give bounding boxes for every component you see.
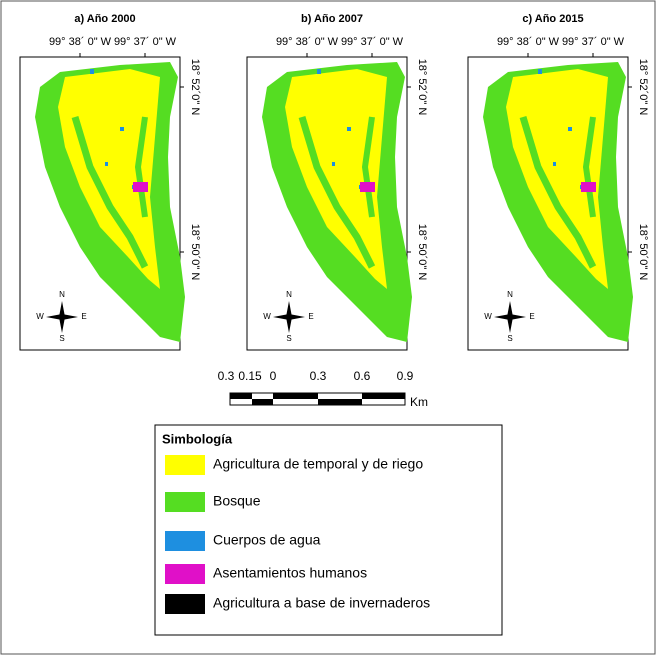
compass-letter: E — [81, 312, 86, 321]
compass-letter: N — [59, 290, 65, 299]
scale-label: 0 — [270, 369, 277, 383]
longitude-label: 99° 38´ 0" W — [276, 36, 339, 48]
longitude-label: 99° 37´ 0" W — [341, 36, 404, 48]
legend-title: Simbología — [162, 431, 233, 446]
legend-swatch — [165, 455, 205, 475]
compass-letter: S — [59, 334, 64, 343]
compass-letter: W — [36, 312, 44, 321]
longitude-label: 99° 37´ 0" W — [562, 36, 625, 48]
compass-letter: S — [286, 334, 291, 343]
longitude-label: 99° 38´ 0" W — [497, 36, 560, 48]
longitude-label: 99° 37´ 0" W — [114, 36, 177, 48]
legend-swatch — [165, 564, 205, 584]
compass-letter: E — [308, 312, 313, 321]
compass-rose — [273, 314, 305, 320]
legend-label: Cuerpos de agua — [213, 532, 321, 548]
compass-rose — [46, 314, 78, 320]
panel-title: b) Año 2007 — [301, 13, 363, 25]
latitude-label: 18° 52´0" N — [637, 59, 649, 116]
legend-label: Agricultura de temporal y de riego — [213, 456, 423, 472]
compass-letter: W — [484, 312, 492, 321]
scale-unit: Km — [410, 395, 428, 409]
latitude-label: 18° 52´0" N — [189, 59, 201, 116]
legend-label: Agricultura a base de invernaderos — [213, 595, 430, 611]
legend-swatch — [165, 531, 205, 551]
legend-swatch — [165, 492, 205, 512]
longitude-label: 99° 38´ 0" W — [49, 36, 112, 48]
compass-letter: N — [286, 290, 292, 299]
scale-label: 0.15 — [238, 369, 262, 383]
compass-letter: N — [507, 290, 513, 299]
scale-label: 0.6 — [354, 369, 371, 383]
latitude-label: 18° 50´0" N — [637, 224, 649, 281]
scale-label: 0.3 — [310, 369, 327, 383]
latitude-label: 18° 52´0" N — [416, 59, 428, 116]
scale-label: 0.9 — [397, 369, 414, 383]
panel-title: a) Año 2000 — [74, 13, 135, 25]
map-panel: c) Año 2015 99° 38´ 0" W 99° 37´ 0" W 18° 5… — [467, 13, 649, 351]
scale-bar — [229, 392, 406, 406]
map-panel: b) Año 2007 99° 38´ 0" W 99° 37´ 0" W 18° 5… — [246, 13, 428, 351]
legend-box — [154, 424, 503, 636]
latitude-label: 18° 50´0" N — [189, 224, 201, 281]
scale-label: 0.3 — [218, 369, 235, 383]
compass-letter: E — [529, 312, 534, 321]
compass-letter: W — [263, 312, 271, 321]
latitude-label: 18° 50´0" N — [416, 224, 428, 281]
compass-letter: S — [507, 334, 512, 343]
legend-label: Bosque — [213, 493, 261, 509]
legend-swatch — [165, 594, 205, 614]
compass-rose — [494, 314, 526, 320]
legend-label: Asentamientos humanos — [213, 565, 367, 581]
map-panel: a) Año 2000 99° 38´ 0" W 99° 37´ 0" W 18° 5… — [19, 13, 201, 351]
panel-title: c) Año 2015 — [522, 13, 583, 25]
